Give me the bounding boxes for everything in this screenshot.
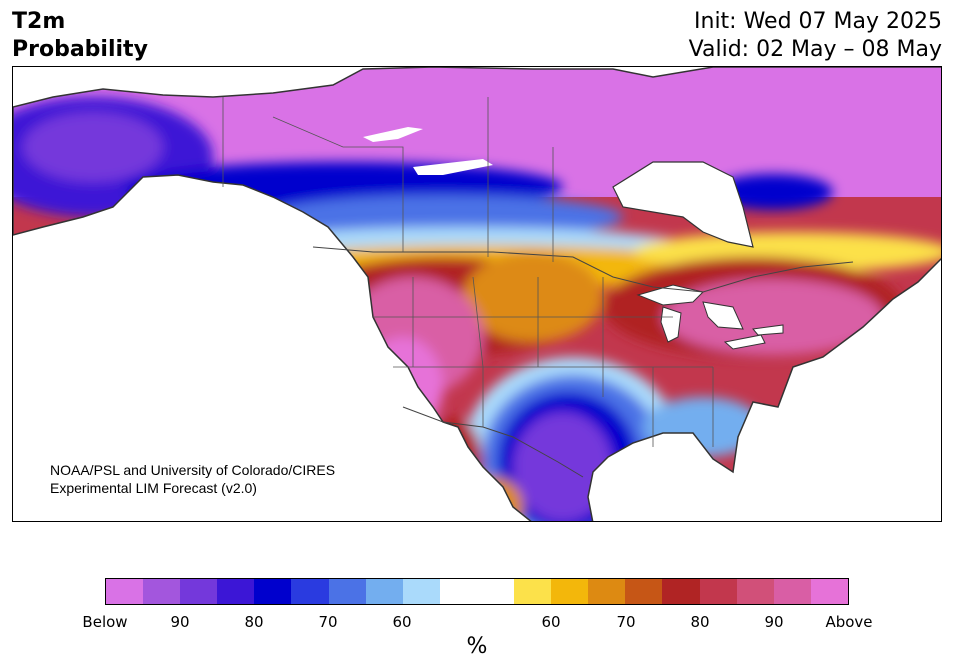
colorbar-segment [773, 579, 811, 604]
credit-line-2: Experimental LIM Forecast (v2.0) [50, 480, 257, 496]
title-quantity: Probability [12, 37, 148, 62]
colorbar-tick-label: 90 [170, 613, 190, 631]
forecast-dates: Init: Wed 07 May 2025 Valid: 02 May – 08… [689, 8, 942, 64]
colorbar-segment [551, 579, 589, 604]
colorbar-segment [514, 579, 552, 604]
colorbar-tick-label: 90 [764, 613, 784, 631]
colorbar-tick-label: 80 [690, 613, 710, 631]
us-mexico-border [402, 406, 584, 478]
colorbar-segment [810, 579, 848, 604]
admin-borders [222, 97, 714, 447]
colorbar-segment [106, 579, 144, 604]
colorbar [105, 578, 849, 605]
colorbar-segment [328, 579, 366, 604]
coastline [13, 67, 941, 521]
colorbar-tick-label: 70 [616, 613, 636, 631]
colorbar-segment [736, 579, 774, 604]
colorbar-segment [699, 579, 737, 604]
colorbar-tick-label: 60 [541, 613, 561, 631]
map-canvas: NOAA/PSL and University of Colorado/CIRE… [13, 67, 941, 521]
colorbar-segment [143, 579, 181, 604]
probability-map: NOAA/PSL and University of Colorado/CIRE… [12, 66, 942, 522]
init-date: Init: Wed 07 May 2025 [694, 9, 942, 34]
colorbar-tick-label: 70 [318, 613, 338, 631]
colorbar-tick-label: 60 [392, 613, 412, 631]
colorbar-tick-label: Below [82, 613, 128, 631]
colorbar-segment [180, 579, 218, 604]
colorbar-segment [402, 579, 440, 604]
colorbar-segment [588, 579, 626, 604]
colorbar-tick-label: Above [825, 613, 873, 631]
colorbar-segment [291, 579, 329, 604]
colorbar-segment [662, 579, 700, 604]
us-canada-border [312, 246, 854, 293]
hudson-bay [612, 161, 754, 248]
colorbar-segment [217, 579, 255, 604]
title-variable: T2m [12, 9, 66, 34]
map-title: T2m Probability [12, 8, 148, 64]
credit-line-1: NOAA/PSL and University of Colorado/CIRE… [50, 462, 335, 478]
colorbar-segment [439, 579, 515, 604]
colorbar-segment [365, 579, 403, 604]
colorbar-unit: % [466, 634, 488, 659]
great-lakes [636, 284, 784, 350]
arctic-lakes [363, 127, 493, 175]
probability-field [13, 67, 941, 521]
colorbar-segment [625, 579, 663, 604]
valid-range: Valid: 02 May – 08 May [688, 37, 942, 62]
colorbar-segment [254, 579, 292, 604]
colorbar-tick-label: 80 [244, 613, 264, 631]
